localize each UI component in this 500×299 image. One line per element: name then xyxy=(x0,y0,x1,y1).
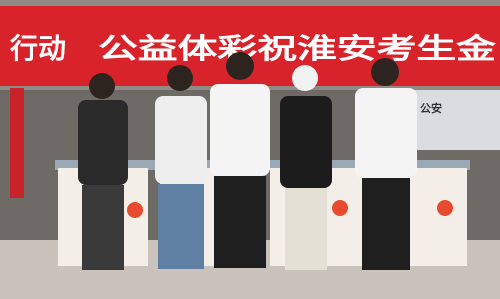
photo: 公安 行动 公益体彩祝淮安考生金 xyxy=(0,0,500,299)
logo xyxy=(437,200,453,216)
person xyxy=(78,73,128,270)
banner-main-text: 公益体彩祝淮安考生金 xyxy=(98,32,497,65)
side-banner xyxy=(10,88,24,198)
person xyxy=(210,52,270,268)
logo xyxy=(127,202,143,218)
car-sign: 公安 xyxy=(420,101,442,115)
page: 公安 行动 公益体彩祝淮安考生金 (() => { const data = J… xyxy=(0,0,500,299)
logo xyxy=(332,200,348,216)
banner-left-text: 行动 xyxy=(9,32,66,65)
person xyxy=(355,58,417,270)
